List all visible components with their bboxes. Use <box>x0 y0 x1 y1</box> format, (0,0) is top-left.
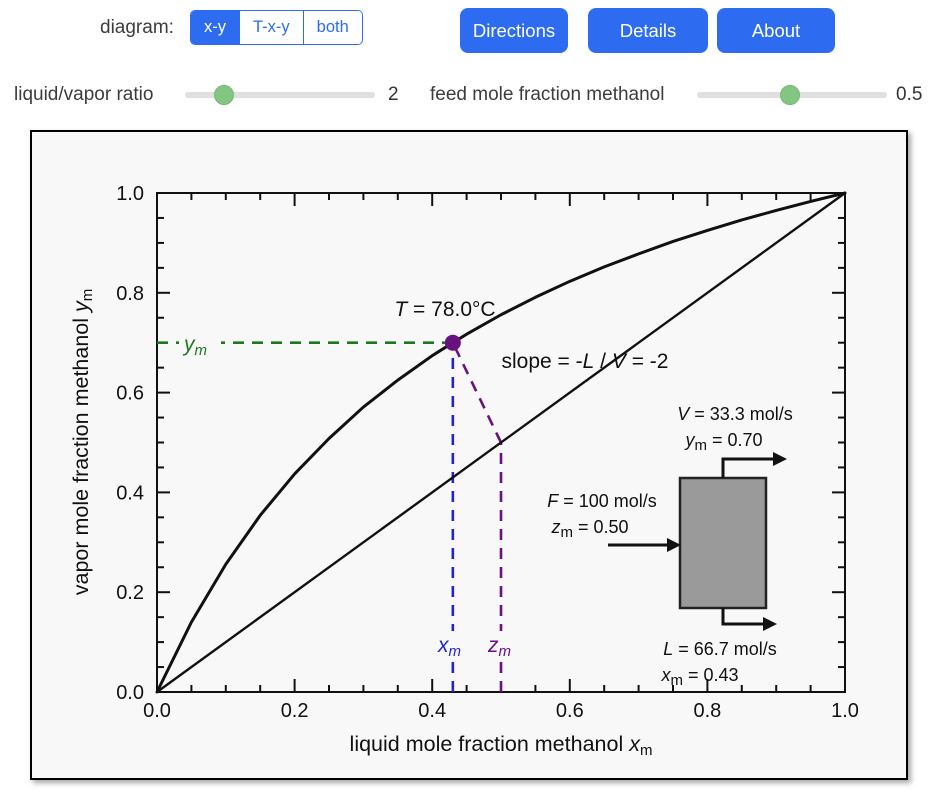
y-tick-label: 0.8 <box>116 283 144 305</box>
temperature-annotation: T = 78.0°C <box>394 298 495 321</box>
liquid-flow-label: L = 66.7 mol/s <box>663 639 777 659</box>
xy-diagram-svg: 0.0 0.2 0.4 0.6 0.8 1.0 0.0 0.2 0.4 0.6 0.8 1.0 liq… <box>69 183 859 759</box>
operating-line-guide <box>451 342 503 444</box>
top-controls: diagram: x-y T-x-y both Directions Detai… <box>0 0 938 62</box>
plot-dynamic-layer: 0.0 0.2 0.4 0.6 0.8 1.0 0.0 0.2 0.4 0.6 0.8 1.0 <box>116 183 859 722</box>
xm-guide-label: xm <box>437 634 461 660</box>
y-axis-title: vapor mole fraction methanol ym <box>69 289 96 595</box>
directions-button[interactable]: Directions <box>460 8 568 53</box>
diagram-label: diagram: <box>100 17 174 38</box>
feed-comp-label: zm = 0.50 <box>550 517 628 541</box>
vapor-comp-label: ym = 0.70 <box>683 430 762 454</box>
diagonal-line <box>155 191 847 694</box>
ym-label-bg <box>179 330 221 355</box>
liquid-vapor-ratio-label: liquid/vapor ratio <box>14 84 154 105</box>
liquid-vapor-ratio-slider[interactable] <box>185 85 375 105</box>
liquid-comp-label: xm = 0.43 <box>660 665 738 689</box>
liquid-vapor-ratio-value: 2 <box>388 84 399 105</box>
vapor-flow-label: V = 33.3 mol/s <box>677 404 793 424</box>
feed-fraction-label: feed mole fraction methanol <box>430 84 665 105</box>
xy-diagram-panel: 0.0 0.2 0.4 0.6 0.8 1.0 0.0 0.2 0.4 0.6 0.8 1.0 liq… <box>30 130 908 780</box>
x-tick-label: 1.0 <box>831 700 859 722</box>
about-button[interactable]: About <box>717 8 835 53</box>
slope-annotation: slope = -L / V = -2 <box>502 350 669 373</box>
feed-arrowhead <box>667 538 681 552</box>
feed-fraction-slider[interactable] <box>697 85 887 105</box>
x-axis-title: liquid mole fraction methanol xm <box>350 732 653 759</box>
y-tick-label: 0.0 <box>116 682 144 704</box>
x-tick-label: 0.0 <box>143 700 171 722</box>
xm-label-bg <box>433 631 471 657</box>
details-button[interactable]: Details <box>588 8 708 53</box>
vapor-outlet-pipe <box>721 457 773 478</box>
flash-drum-inset: V = 33.3 mol/s ym = 0.70 F = 100 mol/s z… <box>547 404 793 689</box>
feed-fraction-knob[interactable] <box>780 85 800 105</box>
liquid-arrowhead <box>763 617 777 631</box>
y-tick-label: 0.2 <box>116 582 144 604</box>
zm-guide-label: zm <box>487 634 511 660</box>
flash-drum <box>678 476 768 610</box>
diagram-toggle-group: x-y T-x-y both <box>190 10 363 45</box>
liquid-outlet-pipe <box>721 608 763 626</box>
equilibrium-curve <box>155 191 847 694</box>
ym-guide-label: ym <box>182 333 207 359</box>
operating-point <box>444 334 461 351</box>
x-tick-label: 0.6 <box>556 700 584 722</box>
x-tick-label: 0.8 <box>693 700 721 722</box>
y-tick-label: 0.6 <box>116 383 144 405</box>
liquid-vapor-ratio-knob[interactable] <box>214 85 234 105</box>
feed-flow-label: F = 100 mol/s <box>547 491 657 511</box>
slider-controls: liquid/vapor ratio 2 feed mole fraction … <box>0 70 938 120</box>
zm-label-bg <box>483 631 521 657</box>
diagram-option-xy[interactable]: x-y <box>191 11 239 44</box>
x-tick-label: 0.4 <box>418 700 446 722</box>
plot-label-layer: liquid mole fraction methanol xm vapor m… <box>69 289 793 759</box>
diagram-option-txy[interactable]: T-x-y <box>239 11 303 44</box>
x-tick-label: 0.2 <box>281 700 309 722</box>
y-tick-label: 0.4 <box>116 482 144 504</box>
vapor-arrowhead <box>773 452 787 466</box>
diagram-option-both[interactable]: both <box>302 11 362 44</box>
y-tick-label: 1.0 <box>116 183 144 205</box>
feed-fraction-value: 0.5 <box>896 84 923 105</box>
